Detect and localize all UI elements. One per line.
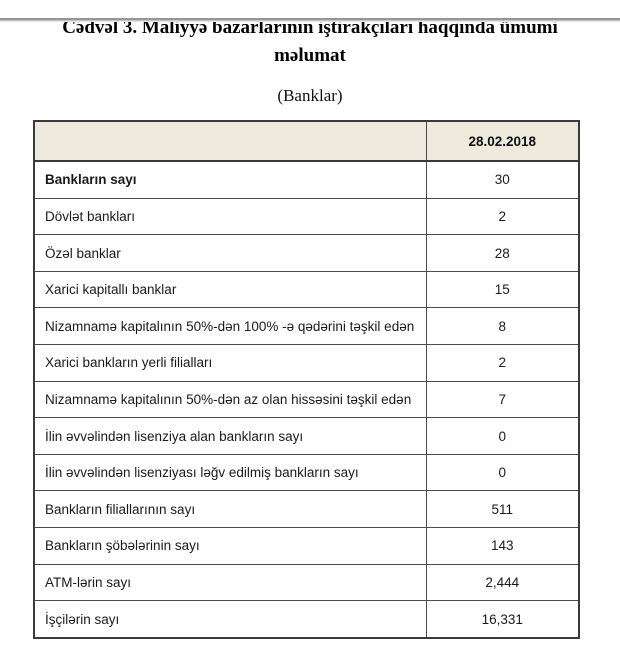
- row-label-cell: İlin əvvəlindən lisenziya alan bankların…: [33, 417, 427, 455]
- row-label-cell: Xarici kapitallı banklar: [33, 270, 427, 309]
- table-row: Bankların şöbələrinin sayı 143: [33, 527, 580, 565]
- row-value-cell: 30: [425, 160, 580, 199]
- row-value-cell: 2: [425, 197, 580, 236]
- row-value-cell: 16,331: [425, 600, 580, 639]
- row-label-cell: Özəl banklar: [33, 234, 427, 272]
- row-value-cell: 2: [425, 344, 580, 382]
- table-row: Nizamnamə kapitalının 50%-dən 100% -ə qə…: [33, 307, 580, 346]
- top-divider-rule: [0, 18, 620, 22]
- row-value-cell: 8: [425, 307, 580, 346]
- table-row: Nizamnamə kapitalının 50%-dən az olan hi…: [33, 380, 580, 419]
- table-row: Bankların sayı 30: [33, 160, 580, 199]
- page-subtitle: (Banklar): [277, 86, 343, 106]
- table-row: Dövlət bankları 2: [33, 197, 580, 236]
- table-row: Bankların filiallarının sayı 511: [33, 490, 580, 529]
- row-label-cell: Nizamnamə kapitalının 50%-dən 100% -ə qə…: [33, 307, 427, 346]
- row-value-cell: 511: [425, 490, 580, 529]
- table-row: İlin əvvəlindən lisenziyası ləğv edilmiş…: [33, 453, 580, 492]
- row-label-cell: Bankların filiallarının sayı: [33, 490, 427, 529]
- header-date-cell: 28.02.2018: [425, 120, 580, 163]
- row-value-cell: 0: [425, 417, 580, 455]
- row-label-cell: İşçilərin sayı: [33, 600, 427, 639]
- row-label-cell: Nizamnamə kapitalının 50%-dən az olan hi…: [33, 380, 427, 419]
- table-row: İşçilərin sayı 16,331: [33, 600, 580, 639]
- table-header-row: 28.02.2018: [33, 120, 580, 163]
- row-value-cell: 2,444: [425, 563, 580, 602]
- row-value-cell: 15: [425, 270, 580, 309]
- row-label-cell: Bankların şöbələrinin sayı: [33, 527, 427, 565]
- row-label-cell: ATM-lərin sayı: [33, 563, 427, 602]
- banks-statistics-table: 28.02.2018 Bankların sayı 30 Dövlət bank…: [33, 120, 580, 639]
- row-label-cell: Dövlət bankları: [33, 197, 427, 236]
- table-row: Özəl banklar 28: [33, 234, 580, 272]
- table-header: 28.02.2018: [33, 120, 580, 163]
- row-label-cell: İlin əvvəlindən lisenziyası ləğv edilmiş…: [33, 453, 427, 492]
- page-title: Cədvəl 3. Maliyyə bazarlarının iştirakçı…: [62, 17, 558, 66]
- row-value-cell: 143: [425, 527, 580, 565]
- row-value-cell: 28: [425, 234, 580, 272]
- table-row: Xarici kapitallı banklar 15: [33, 270, 580, 309]
- row-label-cell: Bankların sayı: [33, 160, 427, 199]
- row-value-cell: 7: [425, 380, 580, 419]
- table-body: Bankların sayı 30 Dövlət bankları 2 Özəl…: [33, 160, 580, 639]
- row-value-cell: 0: [425, 453, 580, 492]
- row-label-cell: Xarici bankların yerli filialları: [33, 344, 427, 382]
- table-row: İlin əvvəlindən lisenziya alan bankların…: [33, 417, 580, 455]
- table-row: Xarici bankların yerli filialları 2: [33, 344, 580, 382]
- table-row: ATM-lərin sayı 2,444: [33, 563, 580, 602]
- header-empty-cell: [33, 120, 427, 163]
